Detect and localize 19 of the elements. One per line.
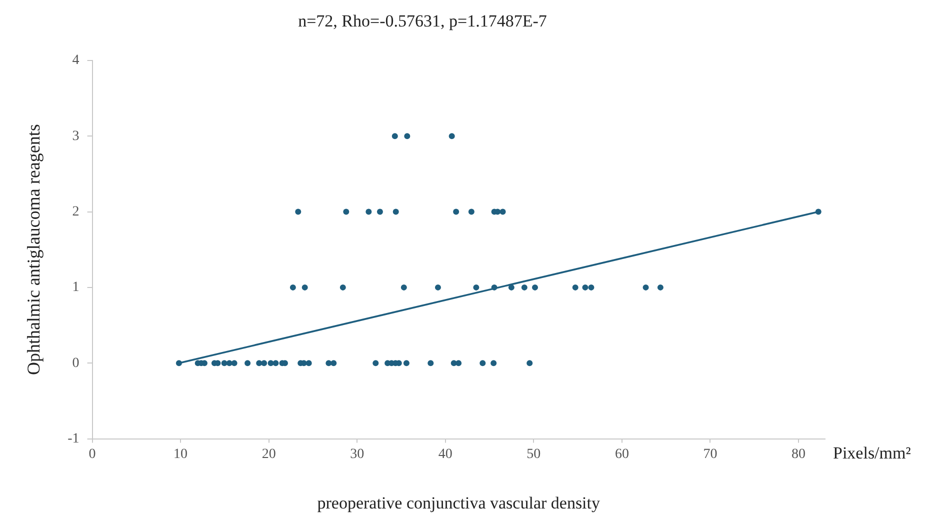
x-tick-label: 10 <box>174 446 188 462</box>
x-tick-label: 80 <box>792 446 806 462</box>
x-tick-label: 60 <box>614 446 629 462</box>
x-tick-label: 20 <box>262 446 276 462</box>
text: Pixels/mm² <box>833 443 911 462</box>
y-tick-label: 4 <box>72 53 80 68</box>
x-axis-title: preoperative conjunctiva vascular density <box>317 493 601 512</box>
x-tick-label: 50 <box>526 446 541 462</box>
x-tick-label: 0 <box>88 446 96 462</box>
y-tick-label: -1 <box>68 431 80 446</box>
chart-title: n=72, Rho=-0.57631, p=1.17487E-7 <box>298 12 548 31</box>
x-tick-label: 70 <box>703 446 718 462</box>
y-tick-label: 3 <box>72 128 80 144</box>
y-axis-title: Ophthalmic antiglaucoma reagents <box>24 124 44 376</box>
y-tick-label: 0 <box>72 356 80 371</box>
y-tick-label: 2 <box>72 204 80 220</box>
y-tick-label: 1 <box>72 280 80 296</box>
x-tick-label: 40 <box>438 446 452 462</box>
x-tick-label: 30 <box>350 446 364 462</box>
